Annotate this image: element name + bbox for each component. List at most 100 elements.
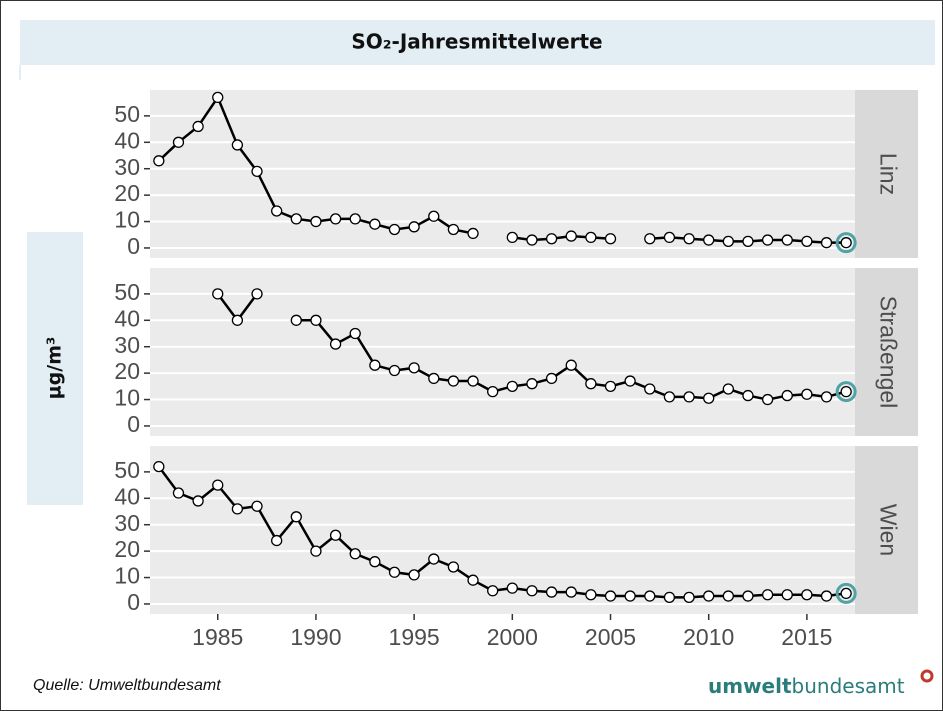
x-tick-label: 1990 <box>290 624 341 650</box>
point <box>506 380 518 392</box>
point <box>742 590 754 602</box>
x-tick-label: 1995 <box>389 624 440 650</box>
point <box>722 235 734 248</box>
point <box>172 487 185 499</box>
point <box>467 375 479 387</box>
point <box>290 511 302 523</box>
point <box>663 591 676 604</box>
point <box>722 383 734 395</box>
point <box>761 589 774 601</box>
point <box>271 205 283 217</box>
strip <box>855 90 918 258</box>
x-tick-label: 2015 <box>781 624 832 650</box>
point <box>192 120 204 133</box>
point <box>840 587 852 600</box>
point <box>369 218 381 230</box>
point <box>526 585 538 597</box>
panel <box>150 90 855 258</box>
point <box>840 237 852 249</box>
panel <box>150 268 855 436</box>
y-tick-label: 20 <box>114 358 140 384</box>
point <box>820 391 833 403</box>
point <box>781 589 793 601</box>
point <box>781 234 793 246</box>
point <box>585 589 597 601</box>
chart-title: SO₂-Jahresmittelwerte <box>351 30 602 54</box>
point <box>526 378 538 390</box>
strip-label: Straßengel <box>875 296 901 409</box>
x-tick-label: 2000 <box>487 624 538 650</box>
point <box>840 385 852 398</box>
point <box>369 556 381 568</box>
source: Quelle: Umweltbundesamt <box>33 677 221 694</box>
point <box>683 591 695 604</box>
point <box>349 548 361 560</box>
logo-bold: umwelt <box>708 674 792 698</box>
x-tick-label: 2010 <box>683 624 734 650</box>
point <box>212 479 224 491</box>
point <box>153 460 165 473</box>
point <box>467 227 479 240</box>
point <box>565 586 577 598</box>
point <box>526 234 538 246</box>
point <box>251 288 263 300</box>
point <box>565 359 577 371</box>
y-tick-label: 0 <box>127 233 140 259</box>
y-tick-label: 40 <box>114 483 140 509</box>
title-bar <box>20 20 935 65</box>
point <box>231 503 244 515</box>
point <box>565 230 577 242</box>
y-tick-label: 10 <box>114 207 140 233</box>
y-tick-label: 50 <box>114 457 140 483</box>
point <box>604 380 617 392</box>
panel <box>150 446 855 614</box>
point <box>487 385 499 398</box>
point <box>644 233 656 245</box>
point <box>663 391 676 403</box>
point <box>428 553 440 565</box>
y-tick-label: 10 <box>114 563 140 589</box>
point <box>663 231 676 244</box>
y-tick-label: 40 <box>114 127 140 153</box>
point <box>467 574 479 586</box>
point <box>703 590 715 602</box>
point <box>310 314 322 326</box>
point <box>388 566 401 578</box>
point <box>624 375 636 387</box>
x-tick-label: 1985 <box>192 624 243 650</box>
point <box>231 314 244 326</box>
logo: umweltbundesamt <box>708 674 905 698</box>
point <box>349 327 361 340</box>
point <box>624 590 636 602</box>
point <box>742 389 754 402</box>
point <box>801 235 813 248</box>
point <box>820 237 833 249</box>
point <box>742 235 754 248</box>
logo-rest: bundesamt <box>792 674 905 698</box>
point <box>585 378 597 390</box>
y-tick-label: 10 <box>114 385 140 411</box>
point <box>329 338 342 350</box>
point <box>271 534 283 547</box>
point <box>428 210 440 222</box>
point <box>447 561 460 573</box>
point <box>761 393 774 406</box>
point <box>781 389 793 402</box>
strip-label: Linz <box>875 153 901 195</box>
point <box>153 155 165 167</box>
point <box>428 372 440 385</box>
highlight-ring <box>835 381 857 403</box>
y-tick-label: 30 <box>114 510 140 536</box>
point <box>604 233 617 245</box>
x-tick-label: 2005 <box>585 624 636 650</box>
point <box>329 213 342 225</box>
point <box>408 221 420 233</box>
point <box>408 362 420 374</box>
logo-icon <box>920 669 934 683</box>
point <box>506 582 518 594</box>
point <box>310 545 322 557</box>
point <box>447 223 460 236</box>
point <box>290 314 302 326</box>
point <box>369 359 381 371</box>
